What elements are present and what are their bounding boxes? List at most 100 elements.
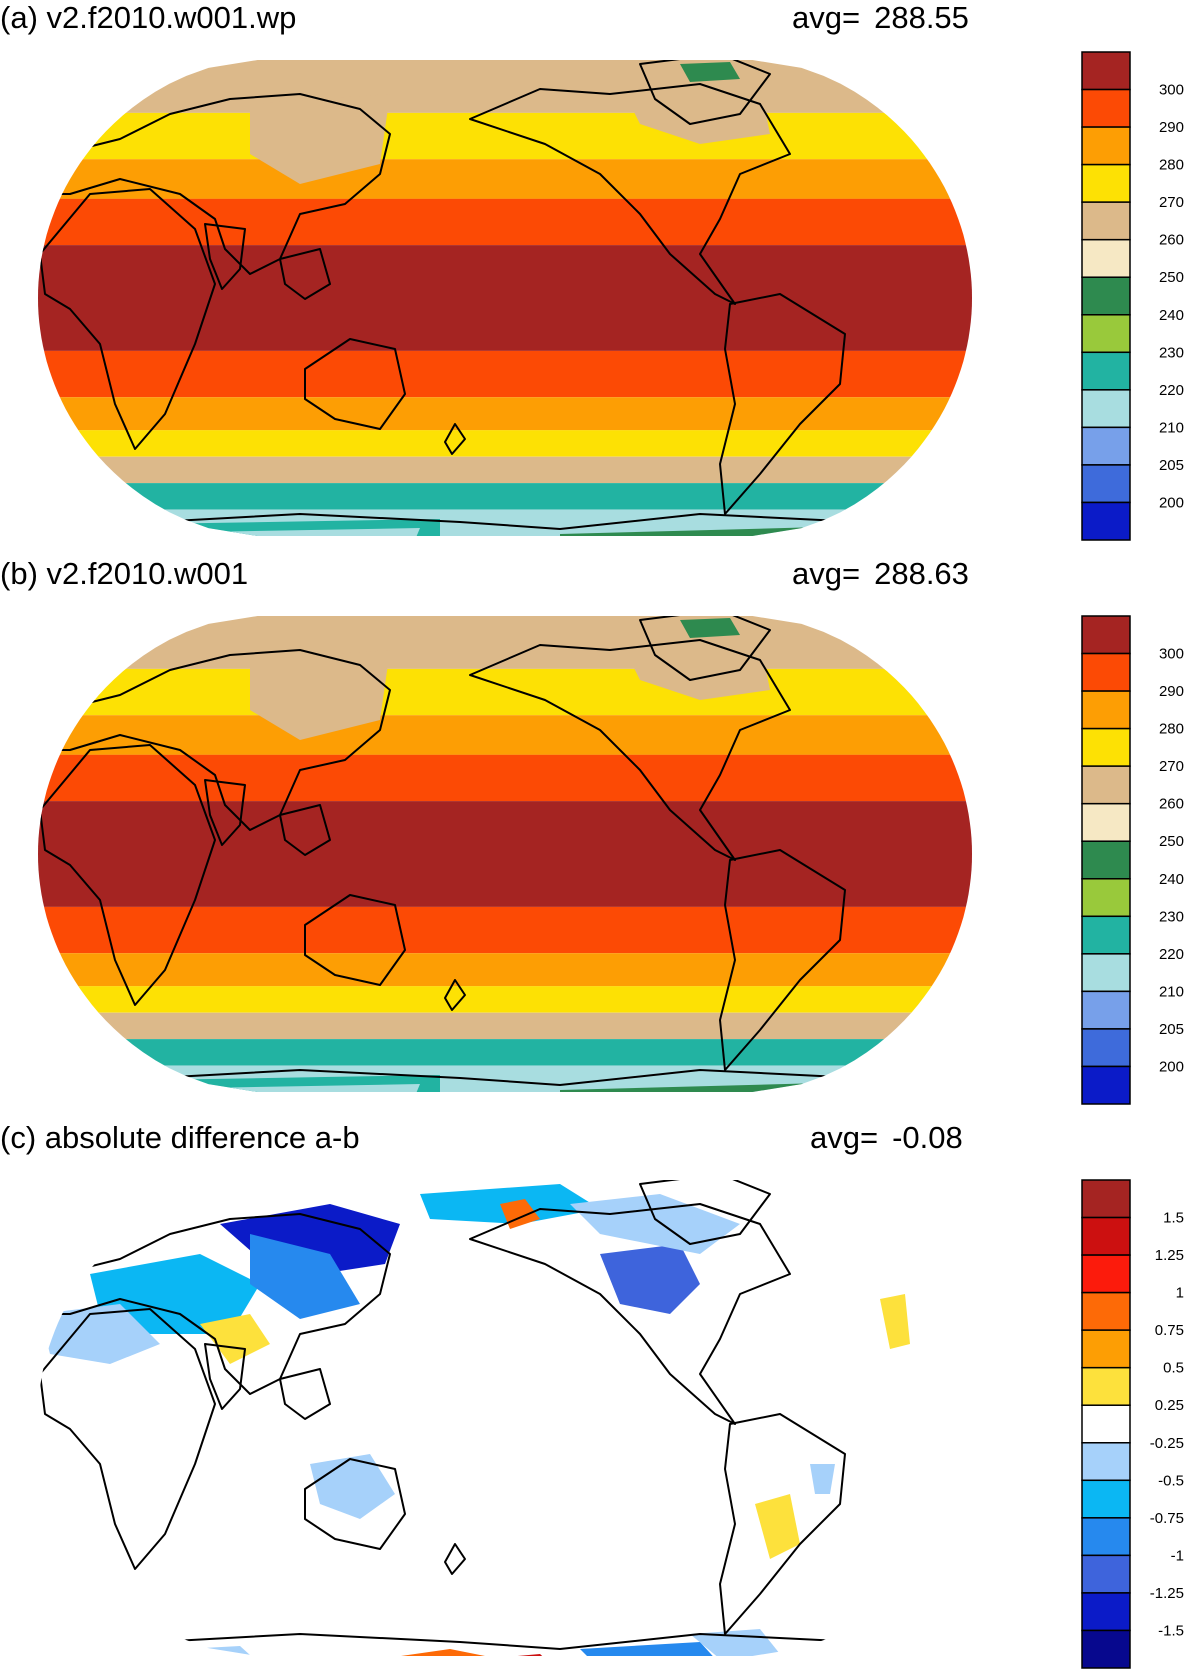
coastline bbox=[39, 744, 216, 1006]
coastline bbox=[719, 1413, 846, 1635]
colorbar-tick-label: 220 bbox=[1159, 382, 1184, 399]
panel-title: (b) v2.f2010.w001 bbox=[0, 556, 249, 591]
colorbar-box bbox=[1081, 51, 1131, 91]
coastline bbox=[39, 1308, 216, 1570]
colorbar-tick-label: -0.75 bbox=[1150, 1510, 1184, 1527]
anomaly-patch bbox=[810, 1464, 835, 1494]
colorbar-box bbox=[1081, 351, 1131, 391]
anomaly-patch bbox=[310, 1454, 395, 1519]
coastline bbox=[279, 804, 331, 856]
colorbar-box bbox=[1081, 1442, 1131, 1482]
coastline bbox=[38, 649, 391, 831]
anomaly-patch bbox=[880, 1294, 910, 1349]
map-field bbox=[38, 616, 972, 1092]
anomaly-patch bbox=[600, 1244, 700, 1314]
colorbar-box bbox=[1081, 1291, 1131, 1331]
colorbar-tick-label: -1.25 bbox=[1150, 1585, 1184, 1602]
colorbar-box bbox=[1081, 727, 1131, 767]
coastline bbox=[469, 1203, 791, 1425]
temperature-band bbox=[38, 350, 972, 398]
colorbar-tick-label: 200 bbox=[1159, 495, 1184, 512]
anomaly-patch bbox=[450, 1654, 560, 1656]
colorbar-tick-label: 270 bbox=[1159, 758, 1184, 775]
colorbar-tick-label: 290 bbox=[1159, 119, 1184, 136]
temperature-band bbox=[38, 754, 972, 802]
map-field bbox=[38, 60, 972, 536]
anomaly-patch bbox=[40, 1304, 160, 1364]
colorbar-tick-label: -1 bbox=[1171, 1547, 1184, 1564]
colorbar-tick-label: 205 bbox=[1159, 457, 1184, 474]
coastline bbox=[639, 1180, 771, 1245]
colorbar-box bbox=[1081, 163, 1131, 203]
colorbar-box bbox=[1081, 840, 1131, 880]
land-cold-region bbox=[250, 94, 390, 184]
temperature-band bbox=[38, 1012, 972, 1040]
colorbar-box bbox=[1081, 238, 1131, 278]
panel-a: (a) v2.f2010.w001.wp avg= 288.55 300 290 28… bbox=[0, 0, 1193, 541]
colorbar-tick-label: 1.5 bbox=[1163, 1210, 1184, 1227]
temperature-band bbox=[38, 483, 972, 510]
coastline bbox=[304, 1458, 406, 1550]
anomaly-patch bbox=[130, 1646, 260, 1656]
avg-value: -0.08 bbox=[892, 1120, 963, 1155]
colorbar-box bbox=[1081, 464, 1131, 504]
colorbar-tick-label: 200 bbox=[1159, 1059, 1184, 1076]
land-cold-region bbox=[620, 84, 770, 144]
colorbar-box bbox=[1081, 1216, 1131, 1256]
coastline bbox=[204, 1343, 246, 1410]
panel-title: (c) absolute difference a-b bbox=[0, 1120, 360, 1155]
colorbar: 1.5 1.25 1 0.75 0.5 0.25 -0.25 -0.5 -0.75 -1 -1.25… bbox=[1081, 1179, 1184, 1669]
colorbar-box bbox=[1081, 1479, 1131, 1519]
temperature-band bbox=[38, 1065, 972, 1092]
coastline bbox=[444, 1543, 466, 1575]
anomaly-patch bbox=[755, 1494, 800, 1559]
colorbar-tick-label: 240 bbox=[1159, 871, 1184, 888]
coastline bbox=[279, 1368, 331, 1420]
colorbar-tick-label: 250 bbox=[1159, 833, 1184, 850]
temperature-band bbox=[38, 715, 972, 755]
colorbar-box bbox=[1081, 1065, 1131, 1105]
anomaly-patch bbox=[250, 1234, 360, 1319]
temperature-band bbox=[38, 801, 972, 854]
anomaly-patch bbox=[580, 1642, 720, 1656]
coastline bbox=[149, 513, 861, 536]
coastline bbox=[38, 93, 391, 275]
difference-background bbox=[38, 1180, 972, 1656]
colorbar-tick-label: 280 bbox=[1159, 721, 1184, 738]
colorbar-box bbox=[1081, 915, 1131, 955]
coastline bbox=[469, 639, 791, 861]
colorbar-tick-label: 300 bbox=[1159, 82, 1184, 99]
temperature-band bbox=[38, 953, 972, 987]
colorbar-tick-label: -0.25 bbox=[1150, 1435, 1184, 1452]
colorbar-box bbox=[1081, 1366, 1131, 1406]
temperature-band bbox=[38, 245, 972, 298]
colorbar-box bbox=[1081, 990, 1131, 1030]
colorbar-box bbox=[1081, 1028, 1131, 1068]
coastline bbox=[279, 248, 331, 300]
coastline bbox=[639, 60, 771, 125]
temperature-band bbox=[38, 159, 972, 199]
coastline bbox=[149, 1633, 861, 1656]
colorbar-tick-label: 205 bbox=[1159, 1021, 1184, 1038]
colorbar-box bbox=[1081, 88, 1131, 128]
colorbar-tick-label: 0.75 bbox=[1155, 1322, 1184, 1339]
map-field bbox=[38, 1180, 972, 1656]
panel-b: (b) v2.f2010.w001 avg= 288.63 300 290 280 27… bbox=[0, 556, 1193, 1105]
temperature-band bbox=[38, 298, 972, 351]
colorbar-box bbox=[1081, 1629, 1131, 1669]
coastline bbox=[719, 849, 846, 1071]
colorbar-box bbox=[1081, 501, 1131, 541]
colorbar-tick-label: 210 bbox=[1159, 983, 1184, 1000]
colorbar-tick-label: -1.5 bbox=[1158, 1623, 1184, 1640]
panel-avg: avg= 288.55 bbox=[792, 0, 969, 36]
colorbar-box bbox=[1081, 765, 1131, 805]
temperature-band bbox=[38, 668, 972, 716]
coastline bbox=[38, 1213, 391, 1395]
coastline bbox=[444, 423, 466, 455]
colorbar-box bbox=[1081, 126, 1131, 166]
coastline bbox=[469, 83, 791, 305]
temperature-band bbox=[38, 198, 972, 246]
coastline bbox=[304, 894, 406, 986]
temperature-band bbox=[38, 456, 972, 484]
colorbar-box bbox=[1081, 1517, 1131, 1557]
